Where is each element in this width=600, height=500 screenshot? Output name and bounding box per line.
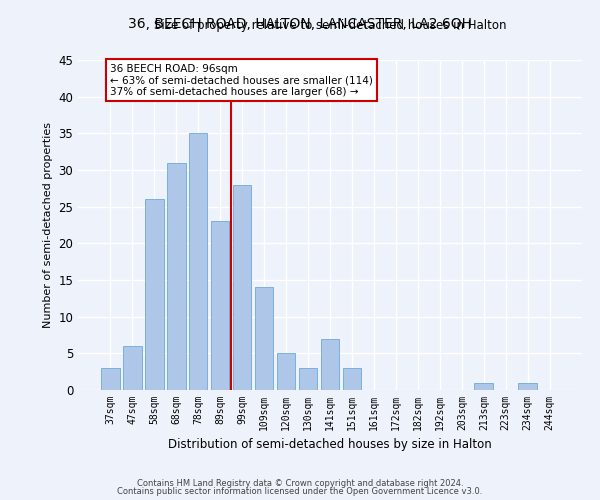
X-axis label: Distribution of semi-detached houses by size in Halton: Distribution of semi-detached houses by … xyxy=(168,438,492,452)
Bar xyxy=(167,162,185,390)
Bar xyxy=(123,346,142,390)
Bar xyxy=(255,288,274,390)
Bar xyxy=(320,338,340,390)
Text: Contains public sector information licensed under the Open Government Licence v3: Contains public sector information licen… xyxy=(118,487,482,496)
Bar xyxy=(211,222,229,390)
Y-axis label: Number of semi-detached properties: Number of semi-detached properties xyxy=(43,122,53,328)
Bar xyxy=(343,368,361,390)
Bar xyxy=(233,184,251,390)
Bar xyxy=(277,354,295,390)
Bar xyxy=(189,134,208,390)
Title: Size of property relative to semi-detached houses in Halton: Size of property relative to semi-detach… xyxy=(154,20,506,32)
Bar xyxy=(299,368,317,390)
Text: 36 BEECH ROAD: 96sqm
← 63% of semi-detached houses are smaller (114)
37% of semi: 36 BEECH ROAD: 96sqm ← 63% of semi-detac… xyxy=(110,64,373,97)
Bar xyxy=(101,368,119,390)
Bar xyxy=(145,200,164,390)
Bar xyxy=(518,382,537,390)
Text: Contains HM Land Registry data © Crown copyright and database right 2024.: Contains HM Land Registry data © Crown c… xyxy=(137,478,463,488)
Text: 36, BEECH ROAD, HALTON, LANCASTER, LA2 6QH: 36, BEECH ROAD, HALTON, LANCASTER, LA2 6… xyxy=(128,18,472,32)
Bar xyxy=(475,382,493,390)
